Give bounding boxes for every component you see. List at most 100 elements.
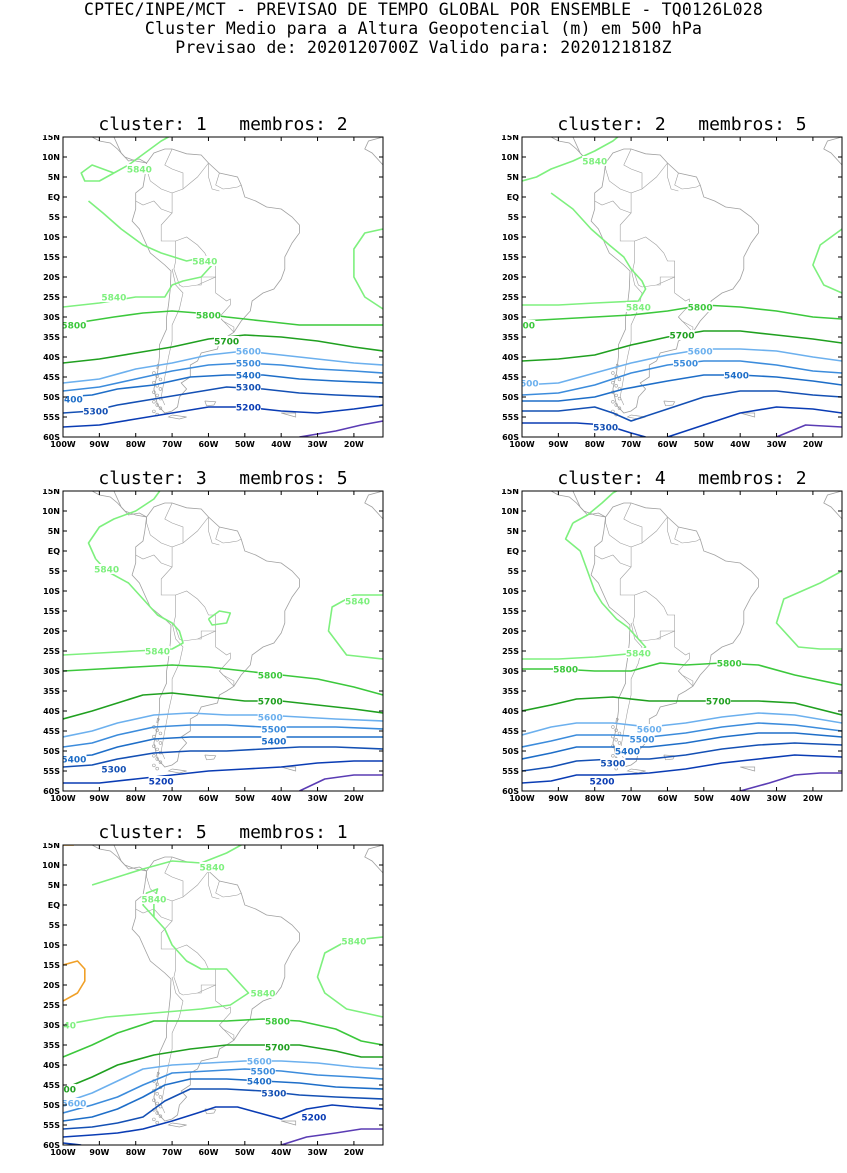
contour-line — [327, 594, 383, 660]
island-outline — [167, 1122, 187, 1128]
country-border — [667, 163, 679, 192]
archipelago-islet — [158, 1095, 163, 1099]
archipelago-islet — [614, 393, 618, 398]
lat-tick-label: 40S — [502, 353, 519, 362]
contour-label-bg — [214, 336, 240, 346]
contour-label: 5500 — [236, 359, 261, 369]
archipelago-islet — [155, 757, 159, 761]
contour-label: 5840 — [626, 303, 651, 313]
lat-tick-label: EQ — [48, 901, 60, 910]
contour-label: 5840 — [345, 597, 370, 607]
country-border — [160, 268, 184, 406]
island-outline — [281, 1120, 297, 1126]
contour-label: 5840 — [341, 937, 366, 947]
contour-label: 5600 — [236, 347, 261, 357]
contour-line — [63, 746, 383, 768]
lat-tick-label: 35S — [502, 333, 519, 342]
country-border — [619, 268, 643, 406]
lon-tick-label: 30W — [308, 1148, 328, 1157]
contour-label: 5200 — [149, 777, 174, 787]
contour-label-bg — [723, 370, 750, 380]
contour-label-bg — [600, 758, 626, 768]
island-outline — [167, 414, 187, 420]
country-border — [164, 148, 184, 189]
contour-line — [353, 228, 383, 310]
contour-line — [87, 491, 161, 560]
archipelago-islet — [611, 380, 615, 385]
lat-tick-label: 60S — [43, 1141, 60, 1150]
contour-label-bg — [63, 754, 87, 764]
country-border — [605, 517, 632, 548]
contour-line — [522, 722, 842, 748]
lon-tick-label: 60W — [198, 1148, 218, 1157]
lon-tick-label: 30W — [308, 440, 328, 449]
country-border — [619, 516, 694, 687]
lat-tick-label: 35S — [43, 1041, 60, 1050]
country-border — [160, 976, 184, 1114]
contour-label: 5400 — [247, 1077, 272, 1087]
contour-line — [80, 164, 115, 182]
lat-tick-label: 10S — [502, 233, 519, 242]
lon-tick-label: 20W — [803, 440, 823, 449]
lat-tick-label: 15S — [43, 253, 60, 262]
contour-label: 5800 — [717, 659, 742, 669]
island-outline — [740, 412, 756, 418]
archipelago-islet — [158, 741, 163, 745]
lon-tick-label: 80W — [126, 794, 146, 803]
contour-label-bg — [261, 724, 287, 734]
contour-label-bg — [669, 330, 695, 340]
lon-tick-label: 50W — [694, 794, 714, 803]
lon-tick-label: 30W — [767, 794, 787, 803]
archipelago-islet — [611, 754, 615, 758]
contour-line — [522, 348, 842, 386]
contour-label-bg — [261, 1088, 287, 1098]
contour-label: 5700 — [706, 697, 731, 707]
contour-label: 5700 — [265, 1043, 290, 1053]
lon-tick-label: 40W — [730, 794, 750, 803]
lon-tick-label: 90W — [89, 1148, 109, 1157]
country-border — [678, 670, 694, 687]
archipelago-islet — [152, 763, 156, 768]
archipelago-islet — [152, 744, 156, 748]
map-frame: 5840 5840 5840 5800 5700 5600 5500 5400 5400 5300… — [23, 489, 423, 819]
lon-tick-label: 40W — [271, 440, 291, 449]
country-border — [634, 590, 675, 631]
archipelago-islet — [155, 766, 159, 771]
lon-tick-label: 100W — [50, 440, 76, 449]
panel-cluster-4: cluster: 4 membros: 2 5840 5800 5800 5700 56… — [482, 469, 847, 809]
lat-tick-label: 40S — [43, 1061, 60, 1070]
contour-line — [63, 664, 383, 696]
lat-tick-label: 40S — [502, 707, 519, 716]
archipelago-islet — [611, 371, 615, 375]
lat-tick-label: 15N — [42, 843, 60, 850]
lon-tick-label: 50W — [694, 440, 714, 449]
geopotential-map: 5840 5840 5840 5800 5700 5600 5500 5400 5400 5300… — [42, 489, 384, 803]
header-line-3: Previsao de: 2020120700Z Valido para: 20… — [175, 38, 672, 57]
geopotential-map: 5840584058405800580057005600550054005300… — [42, 135, 384, 449]
country-border — [197, 984, 216, 994]
lat-tick-label: EQ — [48, 547, 60, 556]
contour-label-bg — [553, 664, 579, 674]
contour-line — [572, 491, 619, 524]
contour-label-bg — [593, 422, 619, 432]
lon-tick-label: 70W — [162, 440, 182, 449]
contour-line — [522, 522, 647, 660]
country-border — [160, 870, 235, 1041]
contour-line — [775, 570, 842, 650]
panel-cluster-1: cluster: 1 membros: 2 5840 5840 5840 5800 58… — [23, 115, 423, 455]
contour-label: 5700 — [214, 337, 239, 347]
contour-label-bg — [63, 320, 87, 330]
lon-tick-label: 60W — [657, 440, 677, 449]
lat-tick-label: 30S — [502, 313, 519, 322]
archipelago-islet — [158, 1104, 163, 1109]
coastline-africa — [364, 137, 383, 166]
country-border — [208, 517, 220, 546]
contour-line — [63, 916, 250, 1026]
contour-line — [739, 772, 842, 791]
contour-line — [522, 374, 842, 402]
contour-label-bg — [264, 1042, 291, 1052]
lat-tick-label: 60S — [43, 433, 60, 442]
lat-tick-label: 5N — [48, 527, 60, 536]
country-border — [164, 856, 184, 897]
lon-tick-label: 20W — [344, 440, 364, 449]
